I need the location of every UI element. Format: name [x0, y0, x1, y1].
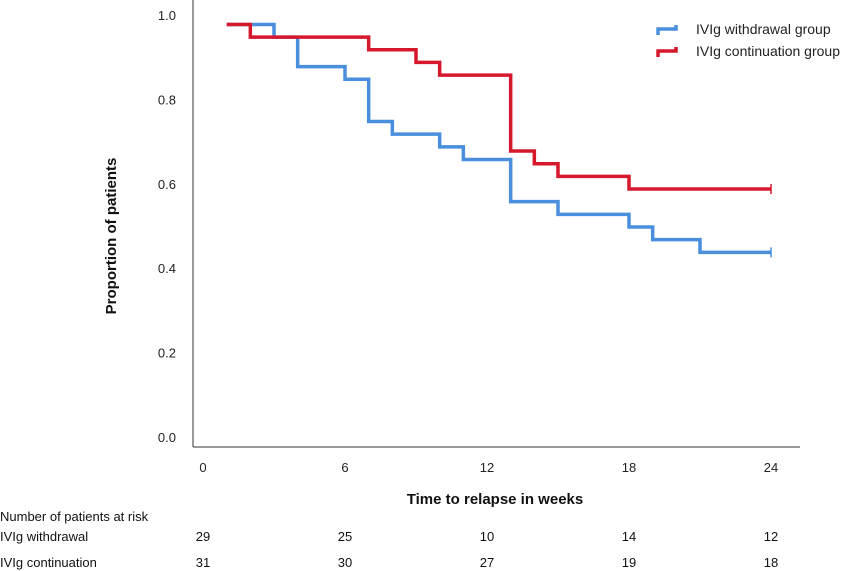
axes [192, 0, 800, 448]
risk-value: 18 [764, 555, 778, 570]
y-axis-title: Proportion of patients [103, 158, 120, 315]
risk-value: 14 [622, 529, 636, 544]
x-tick-label: 0 [199, 460, 206, 475]
series-line-1 [226, 22, 771, 191]
risk-row-label: IVIg continuation [0, 555, 97, 570]
legend-label: IVIg withdrawal group [696, 21, 831, 37]
risk-value: 30 [338, 555, 352, 570]
x-tick-label: 12 [480, 460, 494, 475]
risk-value: 27 [480, 555, 494, 570]
legend-swatch [656, 47, 678, 57]
y-tick-label: 0.2 [158, 346, 176, 361]
risk-value: 19 [622, 555, 636, 570]
legend-label: IVIg continuation group [696, 43, 840, 59]
risk-table-heading: Number of patients at risk [0, 509, 149, 524]
series-lines [226, 22, 772, 258]
risk-table: Number of patients at risk IVIg withdraw… [0, 509, 778, 570]
x-tick-label: 24 [764, 460, 778, 475]
risk-value: 10 [480, 529, 494, 544]
x-tick-labels: 0 6 12 18 24 [199, 460, 778, 475]
x-axis-title: Time to relapse in weeks [407, 491, 583, 508]
risk-value: 29 [196, 529, 210, 544]
legend: IVIg withdrawal group IVIg continuation g… [656, 21, 840, 59]
x-tick-label: 6 [341, 460, 348, 475]
series-line-0 [226, 22, 771, 255]
y-tick-label: 0.8 [158, 92, 176, 107]
x-tick-label: 18 [622, 460, 636, 475]
risk-value: 25 [338, 529, 352, 544]
y-tick-labels: 0.0 0.2 0.4 0.6 0.8 1.0 [158, 8, 176, 445]
risk-value: 12 [764, 529, 778, 544]
y-tick-label: 1.0 [158, 8, 176, 23]
y-tick-label: 0.4 [158, 261, 176, 276]
y-tick-label: 0.6 [158, 177, 176, 192]
risk-value: 31 [196, 555, 210, 570]
legend-swatch [656, 25, 678, 35]
risk-row-label: IVIg withdrawal [0, 529, 88, 544]
y-tick-label: 0.0 [158, 430, 176, 445]
